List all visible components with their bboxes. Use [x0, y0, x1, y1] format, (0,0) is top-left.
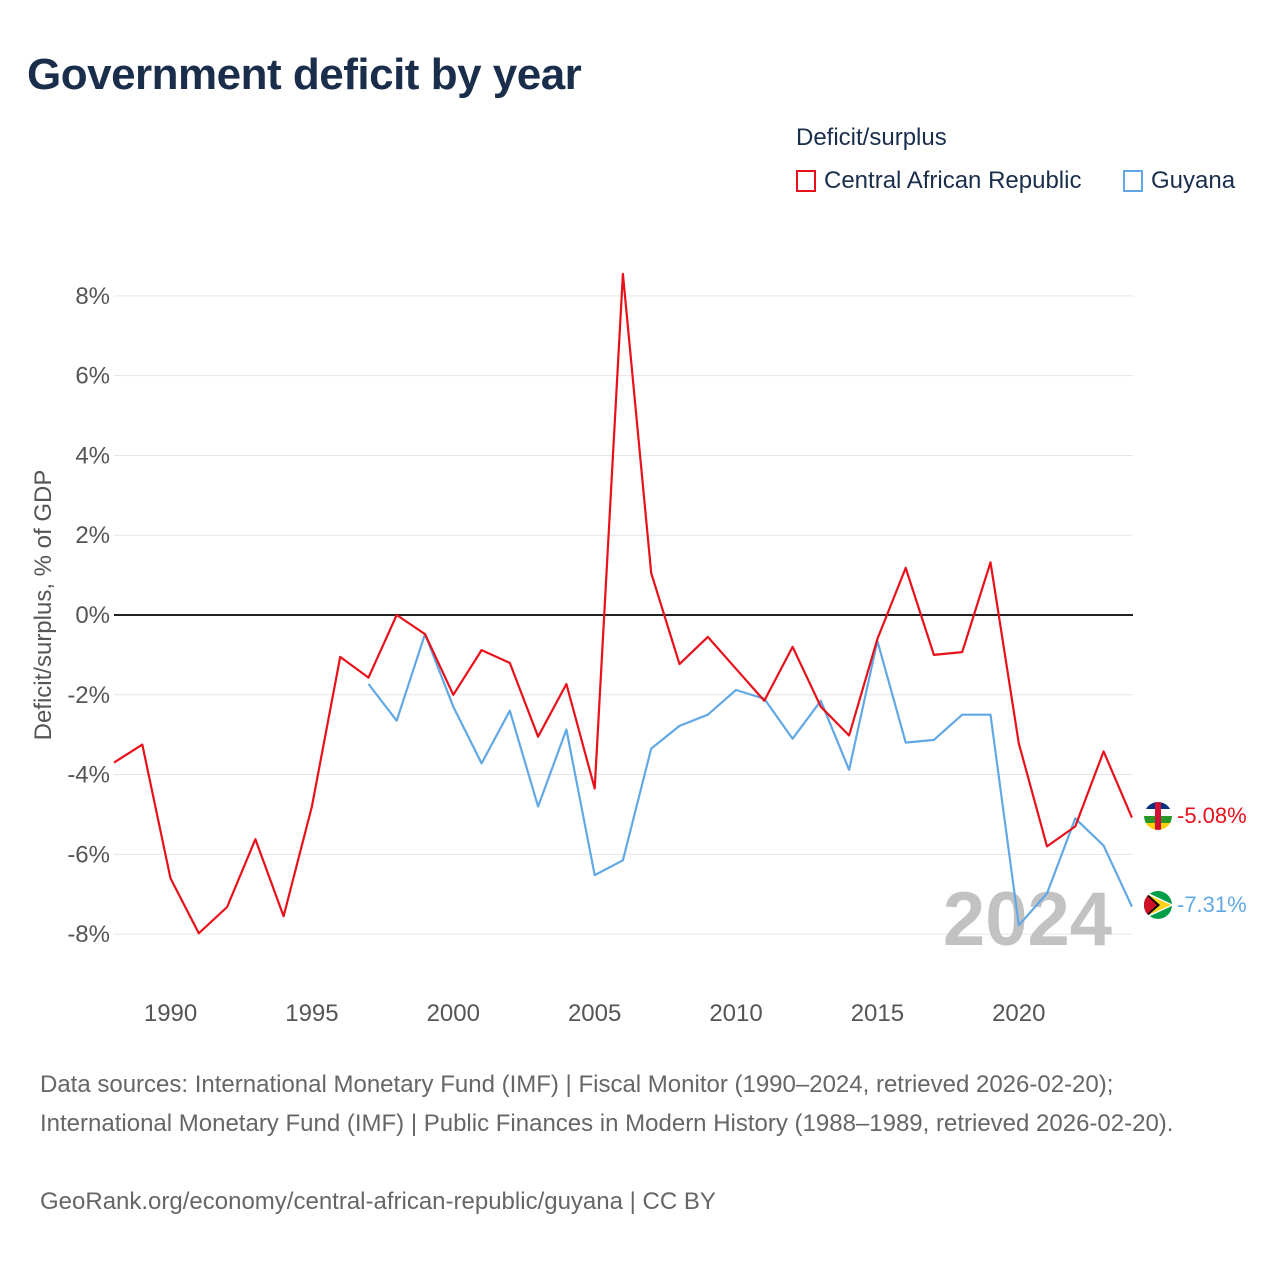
x-tick-label: 1990	[144, 1000, 197, 1027]
y-tick-label: -2%	[67, 682, 110, 709]
series-line-central-african-republic[interactable]	[113, 272, 1133, 935]
central-african-republic-flag-icon	[1144, 802, 1172, 830]
year-watermark: 2024	[943, 877, 1112, 962]
legend-label-car: Central African Republic	[824, 167, 1082, 194]
end-label-guyana: -7.31%	[1177, 892, 1247, 917]
data-sources: Data sources: International Monetary Fun…	[40, 1071, 1174, 1137]
y-tick-label: -8%	[67, 921, 110, 948]
end-value-labels: -5.08% -7.31%	[1177, 803, 1247, 917]
y-axis-ticks: 8% 6% 4% 2% 0% -2% -4% -6% -8%	[67, 283, 110, 948]
y-tick-label: -6%	[67, 841, 110, 868]
y-tick-label: 8%	[75, 283, 110, 310]
x-tick-label: 1995	[285, 1000, 338, 1027]
guyana-flag-icon	[1144, 891, 1172, 919]
y-tick-label: 4%	[75, 442, 110, 469]
series-line-guyana[interactable]	[367, 632, 1133, 927]
x-tick-label: 2015	[851, 1000, 904, 1027]
legend-label-guyana: Guyana	[1151, 167, 1236, 194]
x-axis-ticks: 1990 1995 2000 2005 2010 2015 2020	[144, 1000, 1046, 1027]
y-tick-label: 6%	[75, 363, 110, 390]
flag-markers	[1144, 802, 1172, 919]
x-tick-label: 2010	[709, 1000, 762, 1027]
series-lines	[113, 272, 1133, 935]
legend-swatch-car	[796, 170, 816, 192]
end-label-central-african-republic: -5.08%	[1177, 803, 1247, 828]
legend-title: Deficit/surplus	[796, 124, 947, 151]
y-tick-label: 0%	[75, 602, 110, 629]
y-tick-label: -4%	[67, 762, 110, 789]
legend-item-guyana[interactable]: Guyana	[1123, 166, 1235, 196]
legend-item-central-african-republic[interactable]: Central African Republic	[796, 166, 1081, 196]
y-axis-label: Deficit/surplus, % of GDP	[30, 470, 57, 741]
legend-swatch-guyana	[1123, 170, 1143, 192]
x-tick-label: 2005	[568, 1000, 621, 1027]
credit-link[interactable]: GeoRank.org/economy/central-african-repu…	[40, 1188, 716, 1215]
x-tick-label: 2020	[992, 1000, 1045, 1027]
y-tick-label: 2%	[75, 522, 110, 549]
x-tick-label: 2000	[427, 1000, 480, 1027]
chart-title: Government deficit by year	[27, 50, 582, 99]
